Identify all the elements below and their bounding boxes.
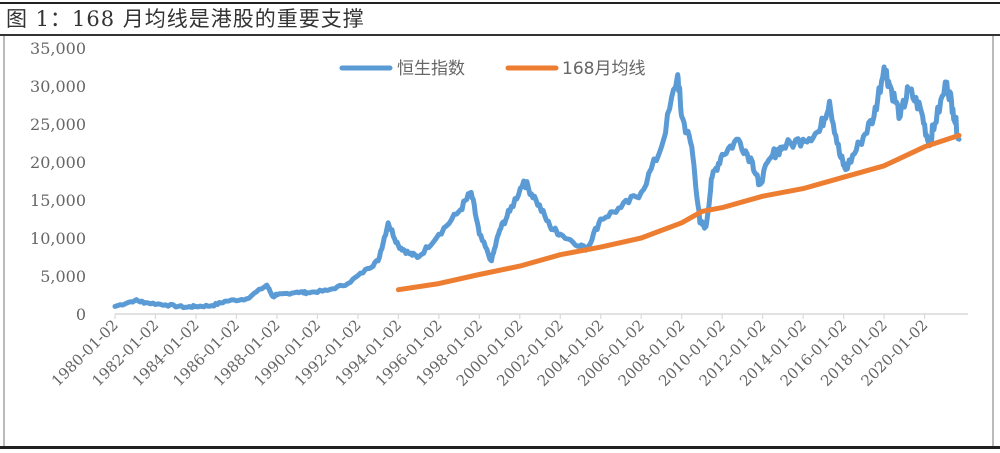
legend-label-hsi: 恒生指数	[397, 59, 465, 79]
bottom-border	[0, 446, 1000, 449]
legend-item-ma168: 168月均线	[505, 59, 645, 79]
caption-divider	[0, 34, 1000, 36]
y-axis: 0 5,000 10,000 15,000 20,000 25,000 30,000 35,0…	[30, 39, 86, 324]
ma168-series-line	[395, 132, 962, 293]
chart-legend: 恒生指数 168月均线	[339, 59, 645, 79]
legend-item-hsi: 恒生指数	[339, 59, 465, 79]
y-tick-label: 20,000	[30, 153, 86, 172]
y-tick-label: 30,000	[30, 77, 86, 96]
x-axis: 1980-01-021982-01-021984-01-021986-01-02…	[48, 313, 968, 390]
top-border	[0, 2, 1000, 4]
y-tick-label: 25,000	[30, 115, 86, 134]
y-tick-label: 5,000	[40, 267, 86, 286]
plot-area	[112, 64, 962, 311]
y-tick-label: 0	[76, 305, 86, 324]
hsi-series-line	[112, 64, 962, 311]
legend-label-ma168: 168月均线	[562, 59, 645, 79]
y-tick-label: 10,000	[30, 229, 86, 248]
chart-frame	[3, 36, 994, 446]
figure-caption: 图 1：168 月均线是港股的重要支撑	[6, 7, 365, 31]
y-tick-label: 15,000	[30, 191, 86, 210]
y-tick-label: 35,000	[30, 39, 86, 58]
